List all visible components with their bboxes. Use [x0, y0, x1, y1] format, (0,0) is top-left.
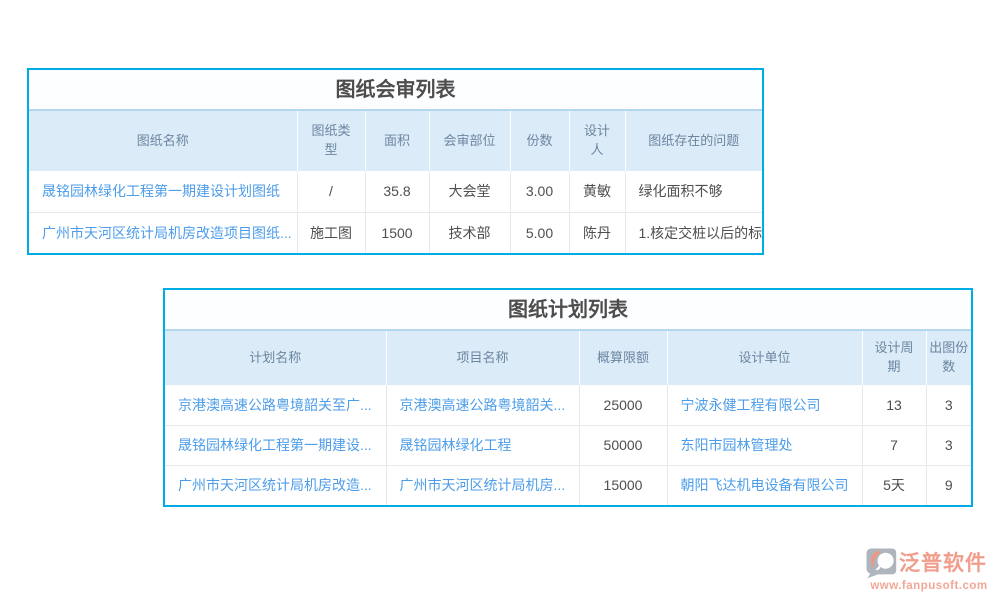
cell-output-copies: 9 — [925, 464, 971, 505]
col-header-area: 面积 — [364, 111, 429, 171]
design-unit-link[interactable]: 东阳市园林管理处 — [666, 424, 862, 465]
plan-name-link[interactable]: 京港澳高速公路粤境韶关至广... — [165, 385, 386, 425]
cell-output-copies: 3 — [925, 424, 971, 465]
drawing-name-link[interactable]: 广州市天河区统计局机房改造项目图纸... — [29, 211, 297, 253]
brand-name: 泛普软件 — [899, 551, 987, 575]
table-row: 京港澳高速公路粤境韶关至广... 京港澳高速公路粤境韶关... 25000 宁波… — [165, 385, 971, 425]
drawing-name-link[interactable]: 晟铭园林绿化工程第一期建设计划图纸 — [29, 171, 297, 212]
col-header-copies: 份数 — [509, 111, 569, 171]
project-name-link[interactable]: 广州市天河区统计局机房... — [385, 464, 579, 505]
col-header-budget-limit: 概算限额 — [578, 331, 667, 385]
cell-review-dept: 大会堂 — [428, 171, 510, 212]
design-unit-link[interactable]: 朝阳飞达机电设备有限公司 — [666, 464, 862, 505]
col-header-drawing-type: 图纸类 型 — [296, 111, 365, 171]
cell-design-cycle: 13 — [861, 385, 926, 425]
col-header-review-dept: 会审部位 — [428, 111, 510, 171]
cell-copies: 5.00 — [509, 211, 569, 253]
cell-designer: 陈丹 — [568, 211, 625, 253]
drawing-plan-table: 图纸计划列表 计划名称 项目名称 概算限额 设计单位 设计周 期 出图份 数 京… — [163, 288, 973, 507]
cell-design-cycle: 5天 — [861, 464, 926, 505]
col-header-design-unit: 设计单位 — [666, 331, 862, 385]
cell-area: 1500 — [364, 211, 429, 253]
fanpu-logo[interactable]: 泛普软件 www.fanpusoft.com — [863, 547, 995, 592]
cell-drawing-type: / — [296, 171, 365, 212]
brand-url[interactable]: www.fanpusoft.com — [870, 580, 988, 592]
col-header-design-cycle: 设计周 期 — [861, 331, 926, 385]
col-header-project-name: 项目名称 — [385, 331, 579, 385]
fanpu-logo-icon — [866, 548, 897, 579]
plan-header-row: 计划名称 项目名称 概算限额 设计单位 设计周 期 出图份 数 — [165, 331, 971, 385]
cell-review-dept: 技术部 — [428, 211, 510, 253]
col-header-designer: 设计 人 — [568, 111, 625, 171]
table-row: 广州市天河区统计局机房改造项目图纸... 施工图 1500 技术部 5.00 陈… — [29, 211, 762, 253]
col-header-output-copies: 出图份 数 — [925, 331, 971, 385]
cell-budget-limit: 25000 — [578, 385, 667, 425]
drawing-review-table: 图纸会审列表 图纸名称 图纸类 型 面积 会审部位 份数 设计 人 图纸存在的问… — [27, 68, 764, 255]
cell-output-copies: 3 — [925, 385, 971, 425]
col-header-plan-name: 计划名称 — [165, 331, 386, 385]
cell-drawing-type: 施工图 — [296, 211, 365, 253]
plan-name-link[interactable]: 广州市天河区统计局机房改造... — [165, 464, 386, 505]
cell-copies: 3.00 — [509, 171, 569, 212]
col-header-drawing-name: 图纸名称 — [29, 111, 297, 171]
plan-table-title: 图纸计划列表 — [165, 290, 971, 331]
col-header-issues: 图纸存在的问题 — [624, 111, 762, 171]
table-row: 晟铭园林绿化工程第一期建设... 晟铭园林绿化工程 50000 东阳市园林管理处… — [165, 424, 971, 465]
cell-area: 35.8 — [364, 171, 429, 212]
cell-issues: 1.核定交桩以后的标... — [624, 211, 762, 253]
cell-issues: 绿化面积不够 — [624, 171, 762, 212]
table-row: 广州市天河区统计局机房改造... 广州市天河区统计局机房... 15000 朝阳… — [165, 464, 971, 505]
cell-designer: 黄敏 — [568, 171, 625, 212]
design-unit-link[interactable]: 宁波永健工程有限公司 — [666, 385, 862, 425]
review-header-row: 图纸名称 图纸类 型 面积 会审部位 份数 设计 人 图纸存在的问题 — [29, 111, 762, 171]
project-name-link[interactable]: 晟铭园林绿化工程 — [385, 424, 579, 465]
cell-design-cycle: 7 — [861, 424, 926, 465]
plan-name-link[interactable]: 晟铭园林绿化工程第一期建设... — [165, 424, 386, 465]
cell-budget-limit: 50000 — [578, 424, 667, 465]
review-table-title: 图纸会审列表 — [29, 70, 762, 111]
cell-budget-limit: 15000 — [578, 464, 667, 505]
table-row: 晟铭园林绿化工程第一期建设计划图纸 / 35.8 大会堂 3.00 黄敏 绿化面… — [29, 171, 762, 212]
project-name-link[interactable]: 京港澳高速公路粤境韶关... — [385, 385, 579, 425]
